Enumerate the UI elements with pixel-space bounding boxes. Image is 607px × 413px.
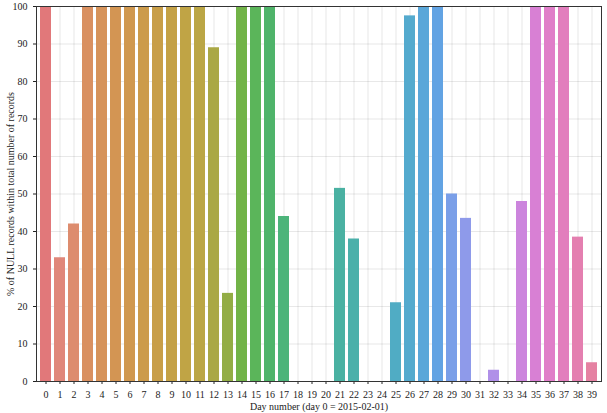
svg-text:Day number (day 0 = 2015-02-01: Day number (day 0 = 2015-02-01) bbox=[250, 401, 388, 413]
svg-text:9: 9 bbox=[170, 389, 175, 400]
svg-text:37: 37 bbox=[559, 389, 569, 400]
svg-text:% of NULL records within total: % of NULL records within total number of… bbox=[5, 92, 16, 296]
svg-text:8: 8 bbox=[156, 389, 161, 400]
svg-text:17: 17 bbox=[279, 389, 289, 400]
svg-text:40: 40 bbox=[18, 226, 28, 237]
svg-text:2: 2 bbox=[72, 389, 77, 400]
svg-text:1: 1 bbox=[58, 389, 63, 400]
svg-text:30: 30 bbox=[461, 389, 471, 400]
svg-text:20: 20 bbox=[18, 301, 28, 312]
svg-text:3: 3 bbox=[86, 389, 91, 400]
svg-text:19: 19 bbox=[307, 389, 317, 400]
svg-text:100: 100 bbox=[13, 1, 28, 12]
svg-text:0: 0 bbox=[44, 389, 49, 400]
svg-text:60: 60 bbox=[18, 151, 28, 162]
svg-text:24: 24 bbox=[377, 389, 387, 400]
svg-text:23: 23 bbox=[363, 389, 373, 400]
svg-text:36: 36 bbox=[545, 389, 555, 400]
svg-text:6: 6 bbox=[128, 389, 133, 400]
svg-text:20: 20 bbox=[321, 389, 331, 400]
svg-text:29: 29 bbox=[447, 389, 457, 400]
svg-text:32: 32 bbox=[489, 389, 499, 400]
svg-text:28: 28 bbox=[433, 389, 443, 400]
svg-text:10: 10 bbox=[181, 389, 191, 400]
svg-text:14: 14 bbox=[237, 389, 247, 400]
svg-text:5: 5 bbox=[114, 389, 119, 400]
svg-text:25: 25 bbox=[391, 389, 401, 400]
svg-text:11: 11 bbox=[195, 389, 205, 400]
svg-text:16: 16 bbox=[265, 389, 275, 400]
svg-text:26: 26 bbox=[405, 389, 415, 400]
svg-text:90: 90 bbox=[18, 38, 28, 49]
svg-text:70: 70 bbox=[18, 113, 28, 124]
svg-text:22: 22 bbox=[349, 389, 359, 400]
svg-text:21: 21 bbox=[335, 389, 345, 400]
svg-text:31: 31 bbox=[475, 389, 485, 400]
svg-text:13: 13 bbox=[223, 389, 233, 400]
svg-text:34: 34 bbox=[517, 389, 527, 400]
svg-text:80: 80 bbox=[18, 76, 28, 87]
svg-text:30: 30 bbox=[18, 263, 28, 274]
svg-text:12: 12 bbox=[209, 389, 219, 400]
svg-text:0: 0 bbox=[23, 376, 28, 387]
svg-text:10: 10 bbox=[18, 338, 28, 349]
svg-text:27: 27 bbox=[419, 389, 429, 400]
svg-text:39: 39 bbox=[587, 389, 597, 400]
svg-text:50: 50 bbox=[18, 188, 28, 199]
svg-text:7: 7 bbox=[142, 389, 147, 400]
svg-text:15: 15 bbox=[251, 389, 261, 400]
svg-text:35: 35 bbox=[531, 389, 541, 400]
svg-text:18: 18 bbox=[293, 389, 303, 400]
svg-text:38: 38 bbox=[573, 389, 583, 400]
svg-text:33: 33 bbox=[503, 389, 513, 400]
svg-text:4: 4 bbox=[100, 389, 105, 400]
